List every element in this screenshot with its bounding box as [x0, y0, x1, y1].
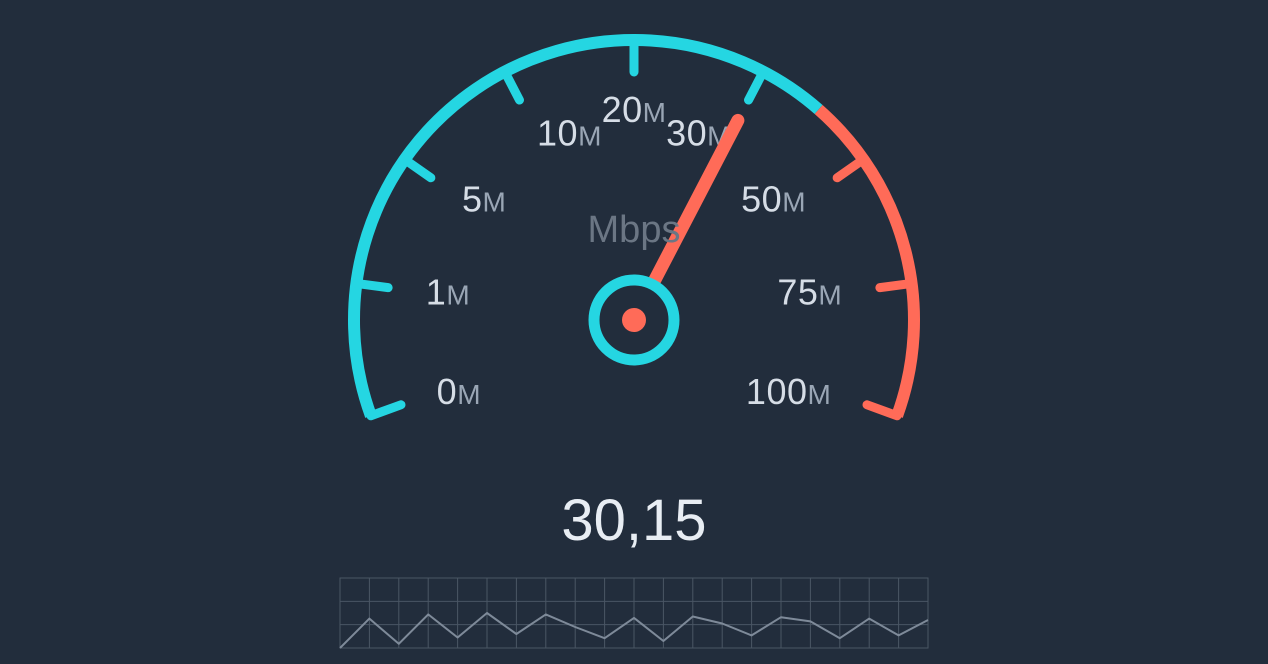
gauge-hub-dot [622, 308, 646, 332]
gauge-tick-label-number: 0 [437, 371, 458, 412]
gauge-tick-label-suffix: M [483, 187, 507, 218]
gauge-tick-label-number: 20 [602, 89, 643, 130]
speed-gauge-svg: 0M1M5M10M20M30M50M75M100MMbps30,15 [0, 0, 1268, 664]
speed-gauge-screen: 0M1M5M10M20M30M50M75M100MMbps30,15 [0, 0, 1268, 664]
gauge-tick-label-suffix: M [457, 379, 481, 410]
gauge-tick-label-number: 1 [426, 272, 447, 313]
gauge-tick-label-number: 100 [746, 371, 808, 412]
gauge-tick-label-number: 75 [777, 272, 818, 313]
gauge-tick-label-suffix: M [643, 97, 667, 128]
gauge-tick-label-number: 50 [741, 179, 782, 220]
gauge-tick [880, 283, 912, 287]
sparkline-chart [340, 578, 928, 648]
gauge-tick-label-number: 30 [666, 113, 707, 154]
gauge-tick-label-number: 5 [462, 179, 483, 220]
gauge-tick-label-suffix: M [446, 280, 470, 311]
gauge-tick-label-suffix: M [808, 379, 832, 410]
gauge-value-readout: 30,15 [561, 488, 706, 553]
gauge-tick-label-suffix: M [818, 280, 842, 311]
gauge-tick-label-number: 10 [537, 113, 578, 154]
gauge-tick [356, 283, 388, 287]
gauge-tick-label-suffix: M [578, 121, 602, 152]
gauge-unit-label: Mbps [588, 209, 681, 251]
gauge-tick-label-suffix: M [782, 187, 806, 218]
